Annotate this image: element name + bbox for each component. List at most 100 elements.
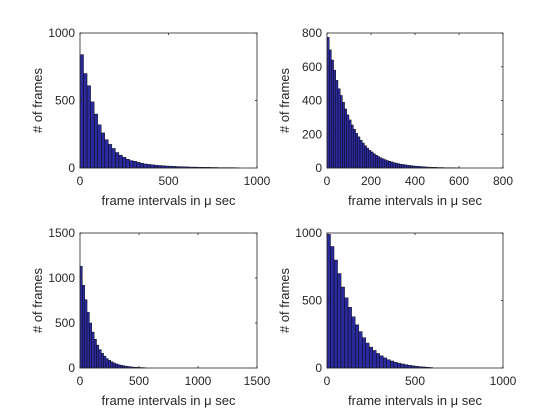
- bar-7: [96, 344, 100, 369]
- bar-30: [392, 162, 396, 169]
- y-tick-label: 500: [55, 94, 75, 108]
- bar-12: [369, 346, 373, 369]
- bar-31: [395, 162, 398, 169]
- bar-20: [370, 151, 374, 169]
- bar-22: [375, 154, 378, 169]
- bar-19: [368, 150, 372, 169]
- bar-2: [86, 85, 91, 169]
- x-tick-label: 1500: [244, 374, 271, 388]
- bar-17: [119, 365, 123, 369]
- x-axis-label: frame intervals in μ sec: [102, 393, 236, 408]
- bar-17: [364, 145, 367, 169]
- x-tick-label: 600: [449, 174, 469, 188]
- x-tick-label: 1000: [490, 374, 517, 388]
- bar-5: [337, 88, 341, 169]
- bar-3: [90, 101, 95, 169]
- x-axis-label: frame intervals in μ sec: [348, 193, 482, 208]
- bar-9: [358, 331, 363, 369]
- bar-35: [403, 164, 407, 169]
- histogram-panel-4: 0 500 1000 0 500 1000 frame intervals in μ sec…: [277, 226, 517, 408]
- x-tick-label: 0: [324, 374, 331, 388]
- bar-5: [344, 297, 349, 369]
- bar-9: [111, 148, 116, 169]
- bar-18: [366, 147, 370, 169]
- bar-15: [359, 139, 363, 169]
- bar-25: [381, 158, 385, 169]
- bar-11: [118, 154, 123, 169]
- bar-6: [101, 132, 105, 169]
- y-tick-label: 400: [302, 94, 322, 108]
- histogram-panel-2: 0 200 400 600 800 0 200 400 600 800 frame interval…: [277, 26, 513, 208]
- histogram-panel-3: 0 500 1000 1500 0 500 1000 1500 frame intervals …: [30, 226, 271, 408]
- y-tick-label: 600: [302, 60, 322, 74]
- bar-26: [384, 159, 387, 169]
- y-tick-label: 800: [302, 26, 322, 40]
- x-tick-label: 800: [493, 174, 513, 188]
- bar-8: [354, 324, 359, 369]
- bars: [79, 54, 240, 169]
- y-axis-label: # of frames: [277, 267, 292, 333]
- bar-14: [376, 353, 380, 369]
- bar-9: [346, 114, 350, 169]
- x-axis-label: frame intervals in μ sec: [348, 393, 482, 408]
- bar-19: [393, 361, 398, 369]
- bar-15: [132, 161, 137, 169]
- bar-36: [406, 164, 409, 169]
- bar-16: [362, 142, 365, 169]
- bar-17: [139, 162, 144, 169]
- bar-13: [355, 133, 359, 169]
- y-tick-label: 200: [302, 127, 322, 141]
- y-tick-label: 1000: [48, 26, 75, 40]
- x-tick-label: 500: [405, 374, 425, 388]
- bar-21: [373, 153, 376, 169]
- bar-7: [351, 316, 356, 369]
- x-tick-label: 400: [405, 174, 425, 188]
- axes-box: [79, 232, 258, 369]
- bar-4: [89, 322, 93, 369]
- bar-34: [401, 164, 405, 169]
- bar-8: [108, 144, 113, 169]
- bar-27: [386, 160, 389, 169]
- bar-10: [103, 355, 107, 369]
- y-axis-label: # of frames: [30, 67, 45, 133]
- x-tick-label: 500: [129, 374, 149, 388]
- bar-23: [407, 365, 412, 369]
- bars: [326, 37, 460, 169]
- bar-2: [333, 259, 338, 369]
- bar-8: [344, 108, 348, 169]
- bar-14: [112, 362, 116, 369]
- y-axis-label: # of frames: [277, 67, 292, 133]
- bar-14: [357, 136, 361, 169]
- bar-24: [379, 157, 383, 169]
- bar-11: [105, 358, 109, 369]
- y-tick-label: 1500: [48, 226, 75, 240]
- x-axis-label: frame intervals in μ sec: [102, 193, 236, 208]
- x-tick-label: 200: [361, 174, 381, 188]
- bar-9: [101, 352, 104, 369]
- bar-32: [397, 163, 400, 169]
- bar-6: [93, 339, 97, 369]
- bar-16: [136, 162, 141, 169]
- bar-16: [383, 357, 388, 369]
- bar-18: [390, 360, 395, 369]
- bar-1: [330, 246, 335, 369]
- bar-13: [125, 159, 130, 169]
- bar-7: [104, 139, 109, 169]
- y-tick-label: 500: [55, 316, 75, 330]
- y-tick-label: 0: [315, 361, 322, 375]
- bar-0: [326, 234, 331, 369]
- bar-15: [379, 355, 384, 369]
- bar-12: [353, 128, 356, 169]
- bar-11: [365, 342, 370, 369]
- bar-4: [93, 113, 98, 169]
- bar-15: [115, 363, 118, 369]
- bar-6: [340, 95, 343, 169]
- x-tick-label: 1000: [185, 374, 212, 388]
- bar-12: [108, 360, 111, 369]
- bar-33: [399, 163, 403, 169]
- bar-19: [147, 164, 151, 169]
- bar-2: [331, 59, 334, 169]
- bar-21: [400, 363, 405, 369]
- bar-20: [397, 362, 402, 369]
